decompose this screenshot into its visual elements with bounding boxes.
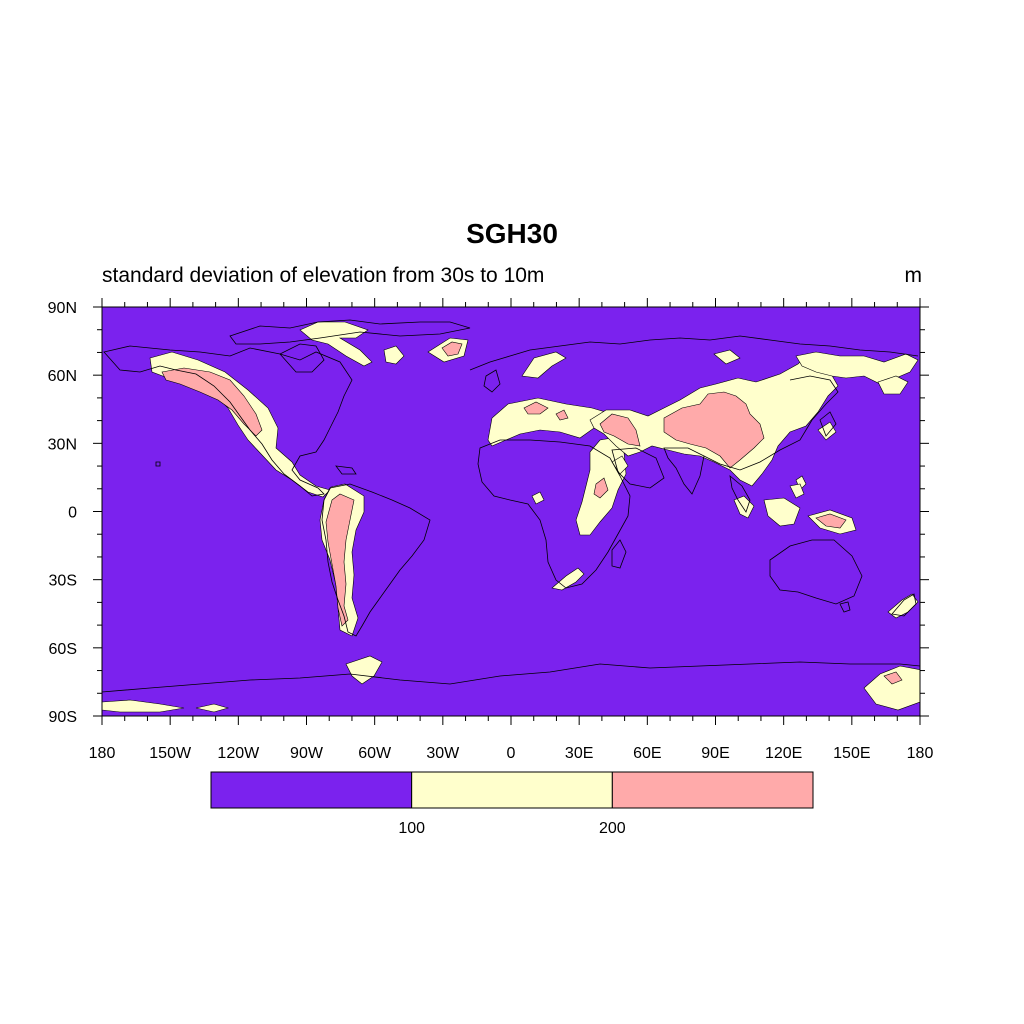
longitude-labels: 180 150W 120W 90W 60W 30W 0 30E 60E 90E 120E 150E 18… bbox=[89, 745, 934, 762]
lon-tick-label: 60W bbox=[358, 745, 392, 762]
contour-region-himalaya-tibet bbox=[663, 391, 765, 469]
coastline-antarctica bbox=[102, 661, 920, 693]
lon-tick-label: 180 bbox=[907, 745, 934, 762]
contour-region-new-guinea-high bbox=[815, 513, 847, 529]
coastline-hudson-bay bbox=[279, 343, 325, 373]
contour-region-iceland-1 bbox=[383, 345, 405, 365]
contour-region-ethiopia-high bbox=[593, 477, 609, 499]
coastline-north-america bbox=[103, 345, 353, 497]
contour-region-alaska-small bbox=[713, 349, 741, 365]
coastline-japan bbox=[819, 411, 837, 437]
lat-tick-label: 90S bbox=[49, 709, 77, 726]
axis-ticks bbox=[93, 298, 929, 725]
contour-region-ellsworth bbox=[195, 703, 230, 713]
coastline-africa bbox=[477, 439, 631, 589]
coastline-new-zealand bbox=[891, 593, 917, 617]
lon-tick-label: 180 bbox=[89, 745, 116, 762]
colorbar-swatch bbox=[611, 771, 814, 809]
colorbar-label: 100 bbox=[398, 820, 425, 837]
lon-tick-label: 120W bbox=[217, 745, 260, 762]
contour-region-antarctica-south bbox=[102, 699, 185, 713]
lat-tick-label: 60N bbox=[48, 368, 77, 385]
lat-tick-label: 30S bbox=[49, 573, 77, 590]
coastline-south-america bbox=[321, 483, 431, 637]
contour-region-borneo bbox=[789, 483, 805, 499]
colorbar-swatch bbox=[411, 771, 613, 809]
coastline-australia bbox=[769, 539, 863, 605]
lon-tick-label: 90E bbox=[701, 745, 729, 762]
contour-region-antarctica-high bbox=[883, 671, 903, 685]
coastline-southeast-asia bbox=[729, 475, 751, 513]
coastline-europe bbox=[469, 335, 919, 371]
latitude-labels: 90N 60N 30N 0 30S 60S 90S bbox=[48, 300, 77, 726]
colorbar-label: 200 bbox=[599, 820, 626, 837]
contour-region-scandinavia bbox=[521, 351, 567, 379]
colorbar: 100 200 bbox=[210, 771, 814, 837]
coastline-hawaii bbox=[155, 461, 161, 467]
coastline-india bbox=[663, 447, 705, 495]
contour-region-greenland-high bbox=[441, 341, 463, 357]
contour-region-antarctica-east bbox=[863, 665, 920, 711]
lon-tick-label: 120E bbox=[765, 745, 802, 762]
coastline-cuba bbox=[335, 465, 357, 475]
contour-region-southern-africa bbox=[551, 567, 585, 591]
lon-tick-label: 150W bbox=[149, 745, 192, 762]
map-title: SGH30 bbox=[466, 218, 558, 249]
coastline-arabia bbox=[611, 447, 665, 489]
lon-tick-label: 30E bbox=[565, 745, 593, 762]
lat-tick-label: 90N bbox=[48, 300, 77, 317]
lon-tick-label: 0 bbox=[507, 745, 516, 762]
lon-tick-label: 30W bbox=[426, 745, 460, 762]
contour-region-siberia-northeast bbox=[795, 351, 919, 385]
coastline-canadian-arctic bbox=[229, 319, 471, 345]
contour-region-kamchatka bbox=[877, 375, 909, 395]
lat-tick-label: 60S bbox=[49, 641, 77, 658]
lat-tick-label: 0 bbox=[68, 505, 77, 522]
coastline-uk bbox=[483, 369, 501, 393]
coastline-layer bbox=[102, 319, 920, 693]
contour-region-caucasus-high bbox=[555, 409, 569, 421]
lat-tick-label: 30N bbox=[48, 436, 77, 453]
coastline-madagascar bbox=[611, 539, 627, 569]
contour-region-ethiopia-small bbox=[531, 491, 545, 505]
units-label: m bbox=[904, 264, 923, 287]
contour-region-andes-high bbox=[325, 493, 355, 627]
coastline-east-asia bbox=[703, 375, 839, 471]
contour-region-indonesia-2 bbox=[763, 497, 801, 527]
contour-region-antarctica-west bbox=[345, 655, 383, 685]
lon-tick-label: 150E bbox=[833, 745, 870, 762]
colorbar-swatch bbox=[210, 771, 413, 809]
contour-region-new-zealand bbox=[887, 593, 919, 619]
lon-tick-label: 60E bbox=[633, 745, 661, 762]
contour-region-alps-high bbox=[523, 401, 549, 415]
contour-region-japan bbox=[817, 421, 837, 441]
contour-region-rockies-high bbox=[161, 367, 263, 437]
contour-region-tibet bbox=[599, 413, 641, 447]
coastline-tasmania bbox=[839, 601, 851, 613]
map-subtitle: standard deviation of elevation from 30s… bbox=[102, 264, 545, 287]
lon-tick-label: 90W bbox=[290, 745, 324, 762]
